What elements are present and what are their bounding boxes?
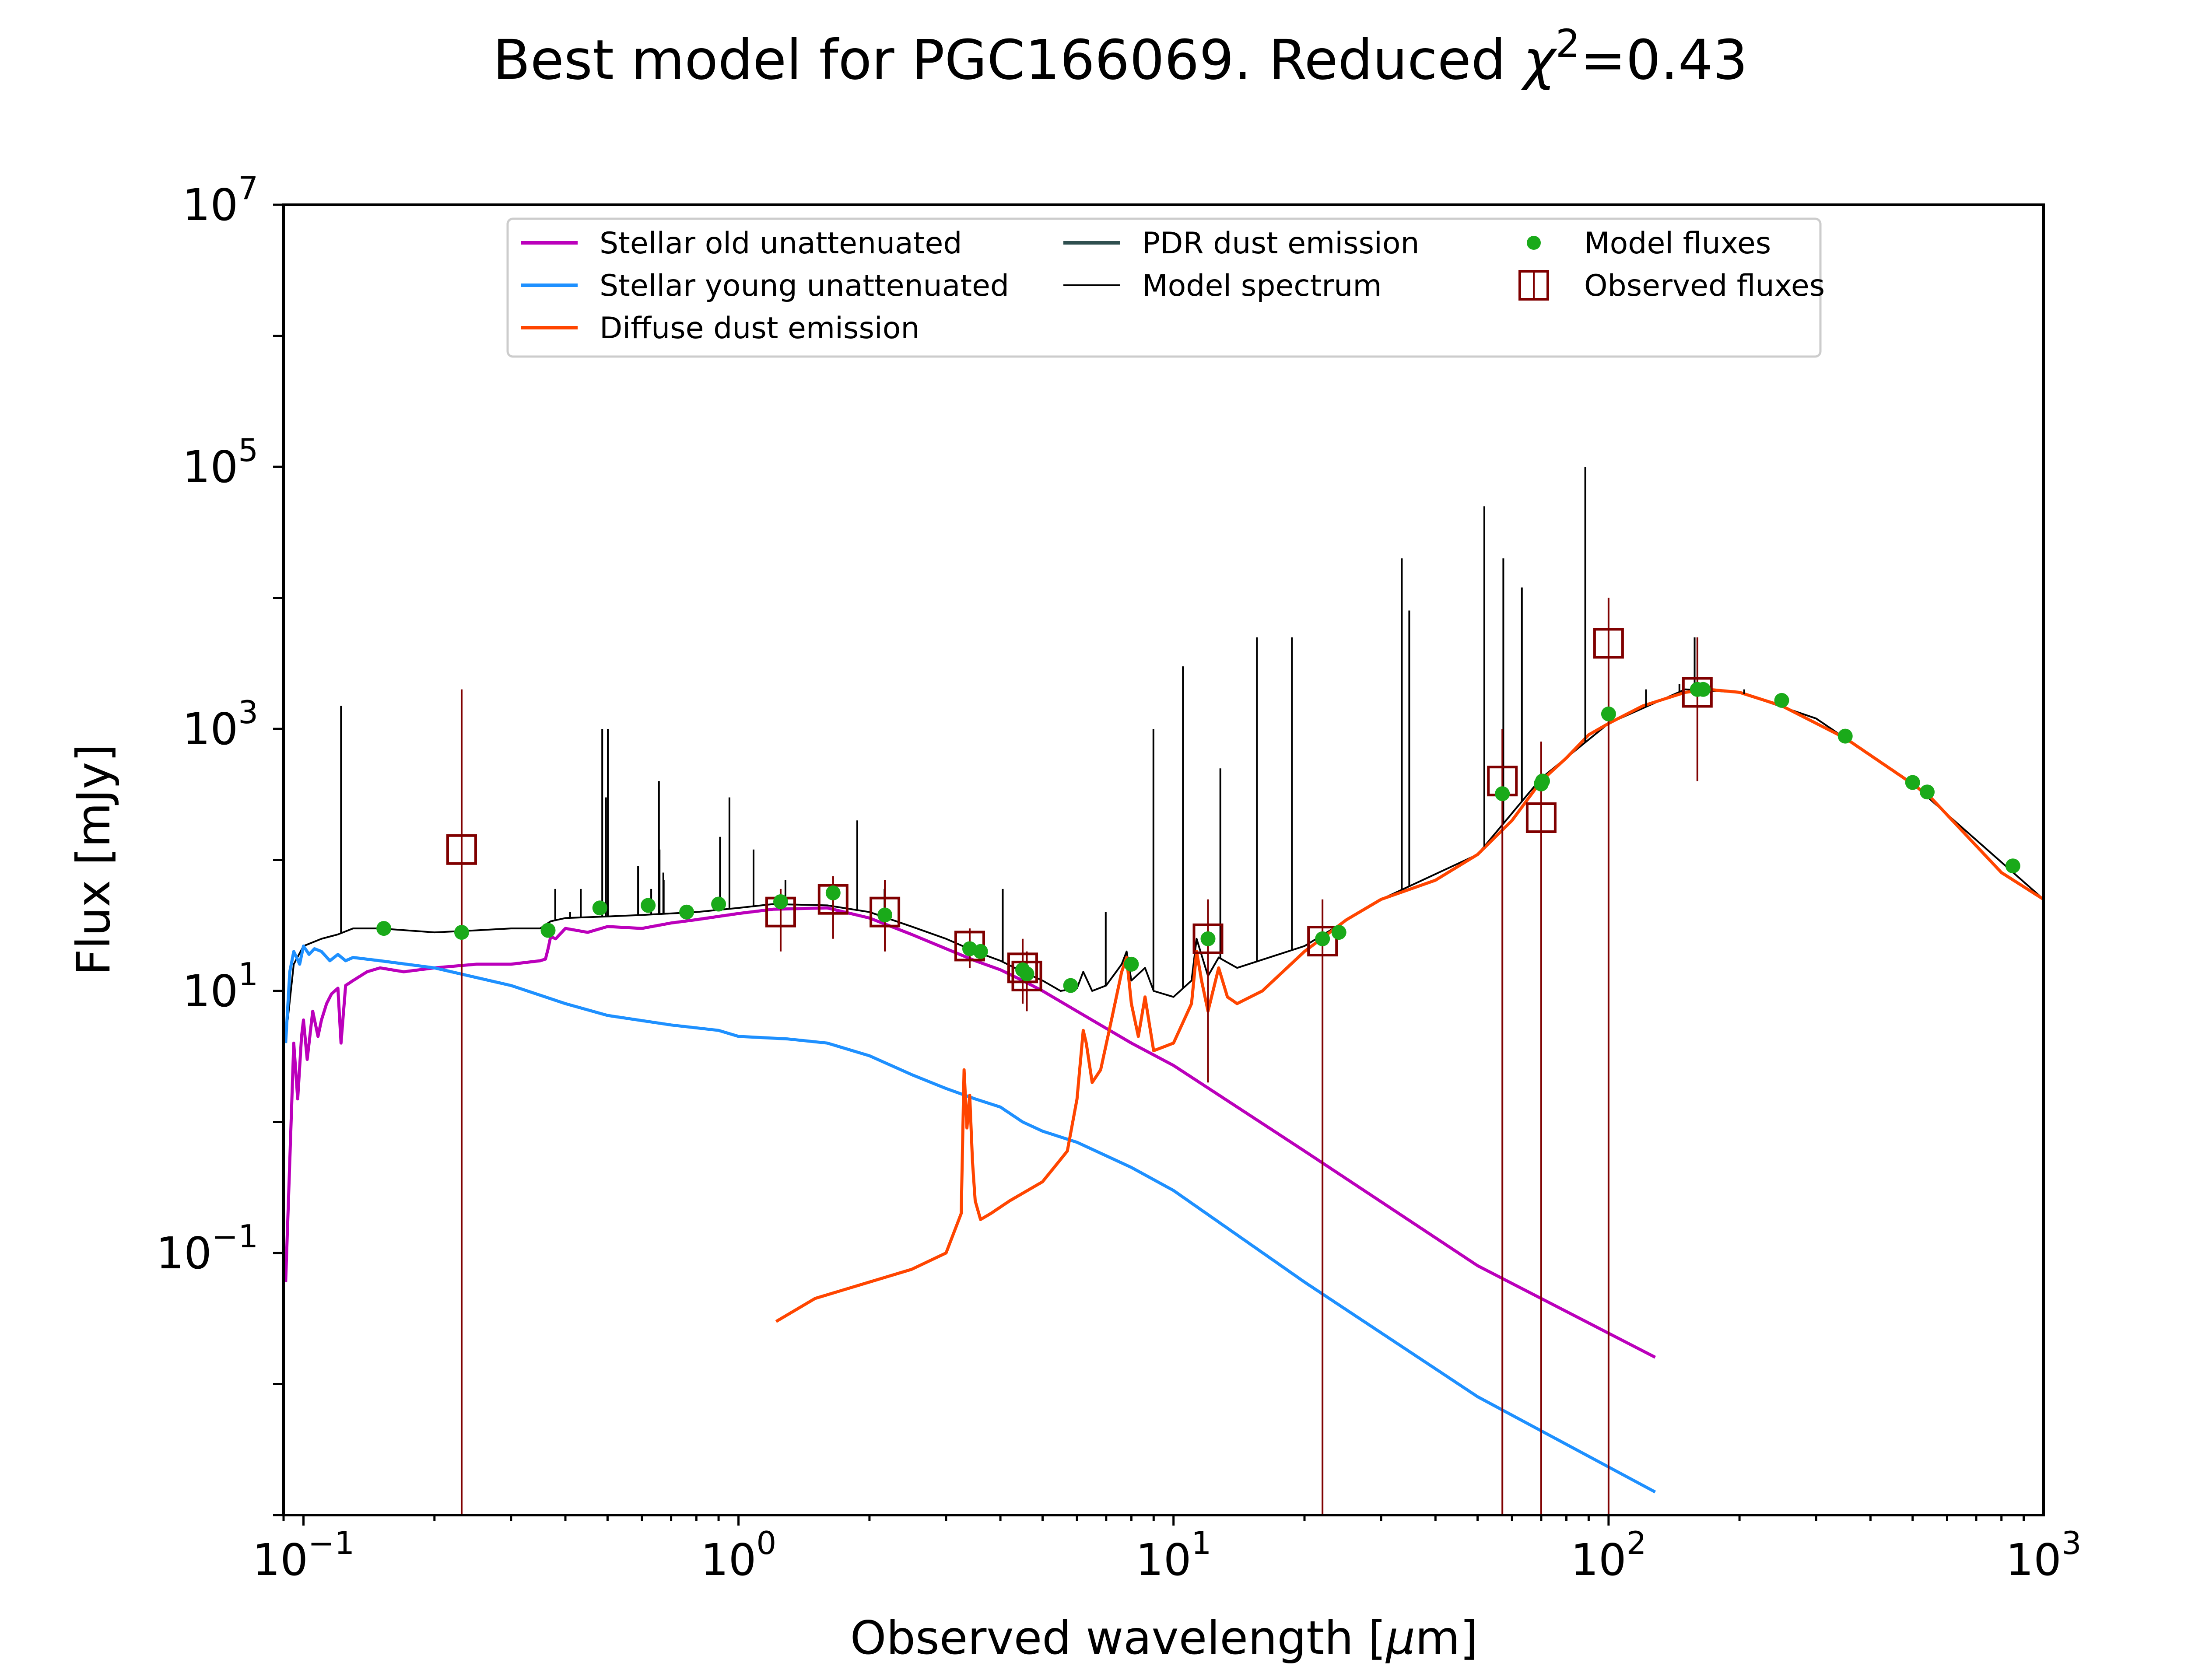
model-flux-point <box>1696 682 1711 697</box>
y-axis-label: Flux [mJy] <box>67 744 120 976</box>
observed-flux-point <box>817 884 849 915</box>
legend-label: Diffuse dust emission <box>600 311 919 346</box>
x-tick-label: 103 <box>2006 1525 2081 1586</box>
model-flux-point <box>1063 978 1078 993</box>
observed-flux-point <box>1307 926 1338 957</box>
model-flux-point <box>1535 774 1550 789</box>
model-flux-point <box>1495 786 1510 802</box>
observed-flux-point <box>1007 952 1038 984</box>
legend: Stellar old unattenuated Stellar young un… <box>506 217 1825 358</box>
legend-item: PDR dust emission <box>1063 226 1420 261</box>
legend-label: Model fluxes <box>1584 226 1771 261</box>
x-tick-label: 102 <box>1571 1525 1646 1586</box>
ticks-layer: 10−1 100 101 102 103 10−1 101 103 105 107 <box>156 170 2082 1586</box>
legend-label: Stellar young unattenuated <box>600 269 1009 303</box>
y-tick-label: 101 <box>182 956 258 1017</box>
legend-item: Model spectrum <box>1063 269 1382 303</box>
model-flux-point <box>711 896 726 912</box>
chart-title: Best model for PGC166069. Reduced χ2=0.4… <box>493 21 1748 92</box>
legend-label: Stellar old unattenuated <box>600 226 962 261</box>
x-axis-label: Observed wavelength [μm] <box>850 1611 1478 1665</box>
model-flux-point <box>877 907 893 923</box>
y-tick-label: 10−1 <box>156 1218 258 1279</box>
x-tick-label: 100 <box>701 1525 776 1586</box>
legend-label: Model spectrum <box>1142 269 1382 303</box>
model-flux-point <box>641 898 656 913</box>
model-flux-point <box>376 921 392 936</box>
model-flux-point <box>679 904 694 920</box>
model-flux-point <box>540 923 556 938</box>
legend-swatch <box>1527 236 1541 250</box>
legend-label: Observed fluxes <box>1584 269 1825 303</box>
legend-item: Stellar young unattenuated <box>521 269 1009 303</box>
series-diffuse-dust-emission <box>775 688 2044 1323</box>
observed-flux-point <box>1593 628 1624 659</box>
series-stellar-old-unattenuated <box>284 906 1656 1359</box>
legend-item: Observed fluxes <box>1518 269 1825 303</box>
model-flux-point <box>1200 931 1216 946</box>
x-tick-label: 101 <box>1136 1525 1211 1586</box>
series-stellar-young-unattenuated <box>284 944 1656 1494</box>
observed-flux-point <box>1682 677 1713 708</box>
y-tick-label: 103 <box>182 694 258 755</box>
observed-flux-point <box>1525 802 1557 833</box>
model-flux-point <box>1601 706 1616 721</box>
observed-flux-point <box>870 896 901 928</box>
model-flux-point <box>1019 966 1034 981</box>
model-flux-point <box>592 900 607 916</box>
observed-flux-point <box>1011 960 1042 991</box>
model-flux-point <box>1837 728 1853 744</box>
legend-label: PDR dust emission <box>1142 226 1420 261</box>
model-flux-point <box>1774 693 1789 708</box>
legend-box <box>506 217 1822 358</box>
observed-flux-point <box>446 834 477 865</box>
series-layer <box>284 467 2044 1494</box>
model-flux-point <box>973 944 988 959</box>
model-flux-point <box>454 925 469 940</box>
model-flux-point <box>825 885 841 900</box>
model-flux-point <box>1331 925 1346 940</box>
points-layer <box>376 598 2020 1515</box>
legend-item: Model fluxes <box>1527 226 1771 261</box>
y-tick-label: 107 <box>182 170 258 231</box>
model-flux-point <box>1315 931 1330 946</box>
model-flux-point <box>2005 858 2020 874</box>
model-flux-point <box>1905 775 1920 790</box>
y-tick-label: 105 <box>182 432 258 493</box>
observed-flux-point <box>1192 923 1224 954</box>
model-flux-point <box>773 894 788 909</box>
legend-item: Diffuse dust emission <box>521 311 919 346</box>
x-tick-label: 10−1 <box>252 1525 354 1586</box>
model-flux-point <box>1920 784 1935 800</box>
legend-item: Stellar old unattenuated <box>521 226 962 261</box>
model-flux-point <box>1124 956 1139 972</box>
